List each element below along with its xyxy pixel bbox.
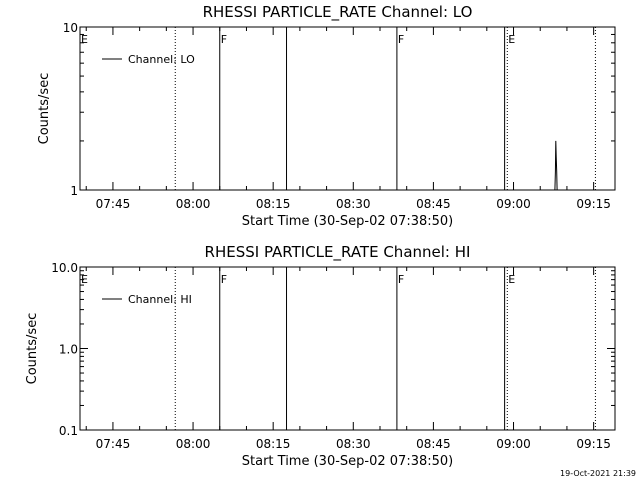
- y-tick-label: 0.1: [59, 424, 78, 438]
- x-tick-label: 07:45: [96, 197, 131, 211]
- marker-label: E: [508, 273, 515, 286]
- marker-label: F: [398, 33, 404, 46]
- y-tick-label: 10: [63, 21, 78, 35]
- x-axis-label: Start Time (30-Sep-02 07:38:50): [242, 214, 453, 229]
- marker-label: E: [81, 273, 88, 286]
- chart-title: RHESSI PARTICLE_RATE Channel: HI: [205, 243, 471, 262]
- hi-channel-panel: RHESSI PARTICLE_RATE Channel: HI Start Ti…: [25, 243, 616, 469]
- legend-entry: Channel: LO: [128, 53, 195, 66]
- x-tick-label: 09:00: [496, 197, 531, 211]
- x-tick-label: 08:15: [256, 437, 291, 451]
- x-tick-label: 08:15: [256, 197, 291, 211]
- x-tick-label: 09:15: [576, 197, 611, 211]
- chart-title: RHESSI PARTICLE_RATE Channel: LO: [203, 3, 473, 22]
- y-tick-label: 1.0: [59, 343, 78, 357]
- x-tick-label: 08:30: [336, 197, 371, 211]
- y-axis-label: Counts/sec: [37, 73, 52, 145]
- x-tick-label: 08:00: [176, 437, 211, 451]
- plot-frame: [79, 26, 616, 191]
- x-tick-label: 08:45: [416, 437, 451, 451]
- x-tick-label: 08:00: [176, 197, 211, 211]
- marker-label: E: [508, 33, 515, 46]
- series-line: [553, 140, 558, 191]
- timestamp-footer: 19-Oct-2021 21:39: [560, 469, 636, 478]
- y-tick-label: 10.0: [51, 261, 78, 275]
- marker-label: F: [221, 33, 227, 46]
- legend-entry: Channel: HI: [128, 293, 192, 306]
- marker-label: F: [221, 273, 227, 286]
- x-axis-label: Start Time (30-Sep-02 07:38:50): [242, 454, 453, 469]
- x-tick-label: 08:45: [416, 197, 451, 211]
- marker-label: F: [398, 273, 404, 286]
- x-tick-label: 09:00: [496, 437, 531, 451]
- marker-label: E: [81, 33, 88, 46]
- x-tick-label: 07:45: [96, 437, 131, 451]
- plot-frame: [79, 266, 616, 431]
- lo-channel-panel: RHESSI PARTICLE_RATE Channel: LO Start Ti…: [37, 3, 616, 229]
- x-tick-label: 08:30: [336, 437, 371, 451]
- y-axis-label: Counts/sec: [25, 313, 40, 385]
- y-tick-label: 1: [70, 184, 78, 198]
- x-tick-label: 09:15: [576, 437, 611, 451]
